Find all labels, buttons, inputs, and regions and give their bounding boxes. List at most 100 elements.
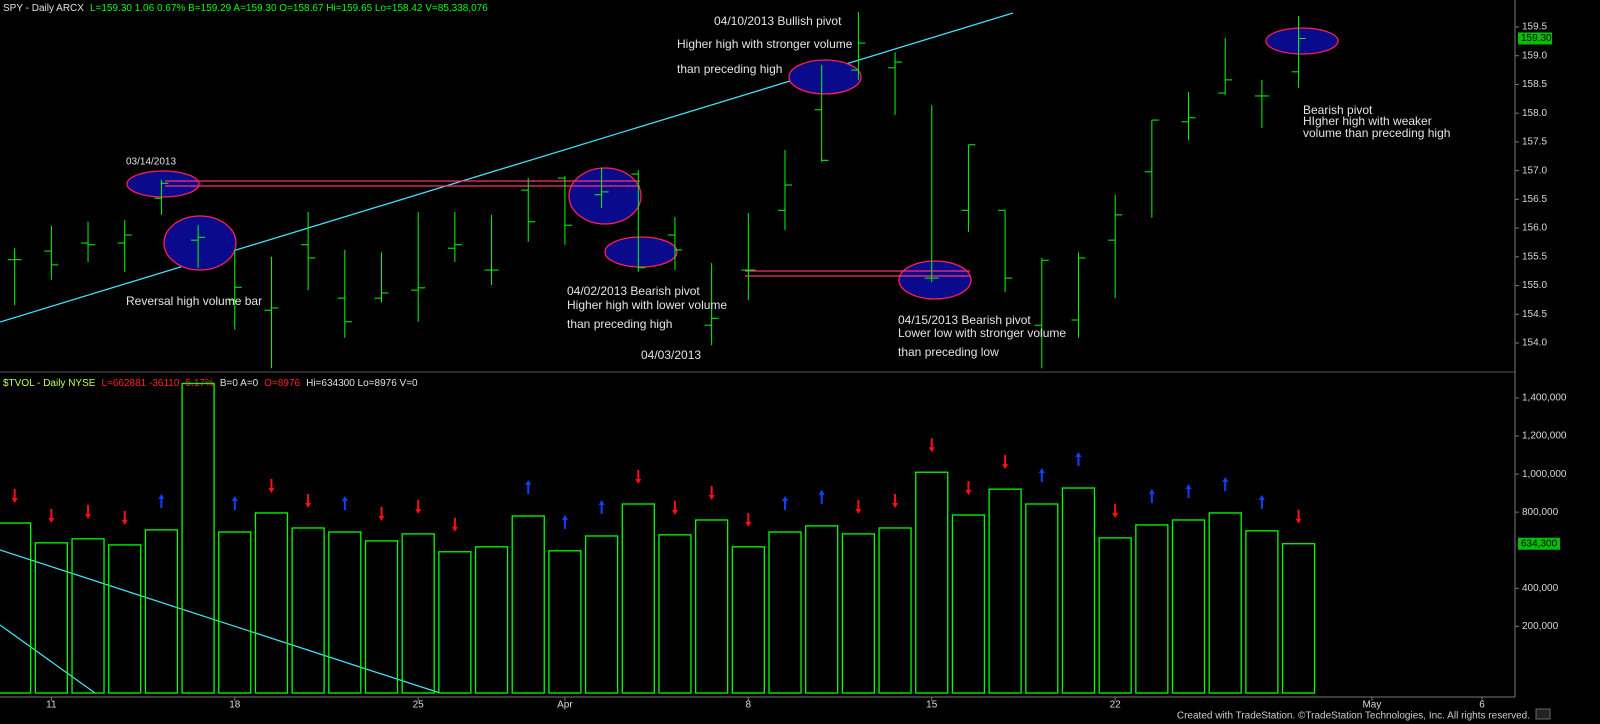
header-segment: $TVOL - Daily NYSE	[3, 378, 96, 389]
y-tick-label: 1,200,000	[1522, 431, 1567, 442]
signal-arrow	[1148, 488, 1155, 503]
x-tick-label: May	[1362, 700, 1381, 711]
signal-arrow	[341, 495, 348, 510]
y-tick-label: 155.5	[1522, 251, 1547, 262]
volume-bar	[218, 531, 252, 694]
volume-bar	[548, 550, 582, 694]
annotation: Bearish pivot	[1303, 103, 1373, 117]
header-segment: L=159.30 1.06 0.67% B=159.29 A=159.30 O=…	[90, 3, 488, 14]
y-tick-label: 154.5	[1522, 309, 1547, 320]
annotation: than preceding high	[567, 317, 672, 331]
last-value-box	[1518, 32, 1552, 45]
ellipse	[604, 236, 678, 268]
x-tick-label: 15	[926, 700, 938, 711]
volume-bar	[0, 522, 32, 694]
annotation: volume than preceding high	[1303, 126, 1450, 140]
header-segment: O=8976	[264, 378, 300, 389]
y-tick-label: 159.5	[1522, 22, 1547, 33]
volume-bar	[401, 533, 435, 694]
signal-arrow	[1002, 455, 1009, 470]
annotation: Higher high with stronger volume	[677, 37, 853, 51]
ellipse	[163, 215, 237, 271]
volume-bar	[878, 527, 912, 694]
signal-arrow	[1112, 503, 1119, 518]
volume-bar	[474, 546, 509, 694]
signal-arrow	[451, 517, 458, 532]
annotation: HIgher high with weaker	[1303, 114, 1432, 128]
x-tick-label: 8	[746, 700, 752, 711]
signal-arrow	[892, 493, 899, 508]
volume-bar	[584, 535, 619, 694]
trend-line	[0, 549, 441, 694]
signal-arrow	[855, 499, 862, 514]
signal-arrow	[1185, 483, 1192, 498]
volume-bar	[144, 529, 179, 694]
signal-arrow	[965, 481, 972, 496]
x-tick-label: 11	[46, 700, 57, 711]
y-tick-label: 156.0	[1522, 223, 1547, 234]
volume-bar	[731, 546, 765, 694]
volume-bar	[1281, 543, 1316, 694]
x-tick-label: 6	[1479, 700, 1485, 711]
volume-bar	[768, 531, 802, 694]
signal-arrow	[928, 438, 935, 453]
volume-bar	[254, 512, 289, 694]
signal-arrow	[231, 495, 238, 510]
y-tick-label: 157.0	[1522, 165, 1547, 176]
annotation: 04/15/2013 Bearish pivot	[898, 313, 1031, 327]
ellipse	[898, 260, 972, 300]
signal-arrow	[671, 500, 678, 515]
volume-bar	[621, 503, 655, 694]
y-tick-label: 155.0	[1522, 280, 1547, 291]
volume-bar	[328, 531, 362, 694]
volume-bar	[951, 514, 986, 694]
volume-bar	[988, 488, 1022, 694]
signal-arrow	[525, 479, 532, 494]
signal-arrow	[635, 470, 642, 484]
signal-arrow	[1038, 468, 1045, 482]
y-tick-label: 1,400,000	[1522, 393, 1567, 404]
header-segment: L=662881 -36110 -5.17%	[101, 378, 214, 389]
signal-arrow	[305, 493, 312, 508]
trend-line	[0, 624, 96, 694]
y-tick-label: 156.5	[1522, 194, 1547, 205]
annotation: 04/03/2013	[641, 348, 701, 362]
y-tick-label: 158.5	[1522, 79, 1547, 90]
x-tick-label: Apr	[557, 700, 573, 711]
volume-bar	[658, 534, 692, 694]
ellipse	[788, 59, 862, 95]
scroll-button[interactable]	[1535, 708, 1551, 720]
volume-bar	[71, 538, 105, 694]
signal-arrow	[782, 495, 789, 510]
x-tick-label: 22	[1110, 700, 1122, 711]
signal-arrow	[1258, 494, 1265, 509]
volume-bar	[511, 515, 545, 694]
signal-arrow	[378, 506, 385, 521]
volume-bar	[181, 382, 215, 694]
y-tick-label: 157.5	[1522, 137, 1547, 148]
volume-bar	[1098, 537, 1132, 694]
volume-bar	[291, 527, 325, 694]
volume-bar	[841, 533, 876, 694]
signal-arrow	[708, 485, 715, 500]
y-tick-label: 159.0	[1522, 50, 1547, 61]
ellipse	[126, 170, 200, 198]
signal-arrow	[85, 504, 92, 519]
signal-arrow	[48, 508, 55, 523]
x-tick-label: 18	[229, 700, 241, 711]
annotation: 04/10/2013 Bullish pivot	[714, 14, 842, 28]
panel-header: SPY - Daily ARCX L=159.30 1.06 0.67% B=15…	[3, 3, 488, 14]
y-tick-label: 200,000	[1522, 621, 1559, 632]
volume-bar	[34, 542, 69, 694]
ellipse	[568, 167, 642, 225]
volume-bar	[1245, 530, 1279, 694]
annotation: 04/02/2013 Bearish pivot	[567, 284, 700, 298]
volume-bar	[694, 519, 729, 694]
volume-bar	[108, 544, 142, 694]
annotation: than preceding high	[677, 62, 782, 76]
signal-arrow	[745, 512, 752, 527]
y-tick-label: 400,000	[1522, 583, 1559, 594]
signal-arrow	[121, 510, 128, 525]
footer: Created with TradeStation. ©TradeStation…	[1177, 711, 1530, 722]
